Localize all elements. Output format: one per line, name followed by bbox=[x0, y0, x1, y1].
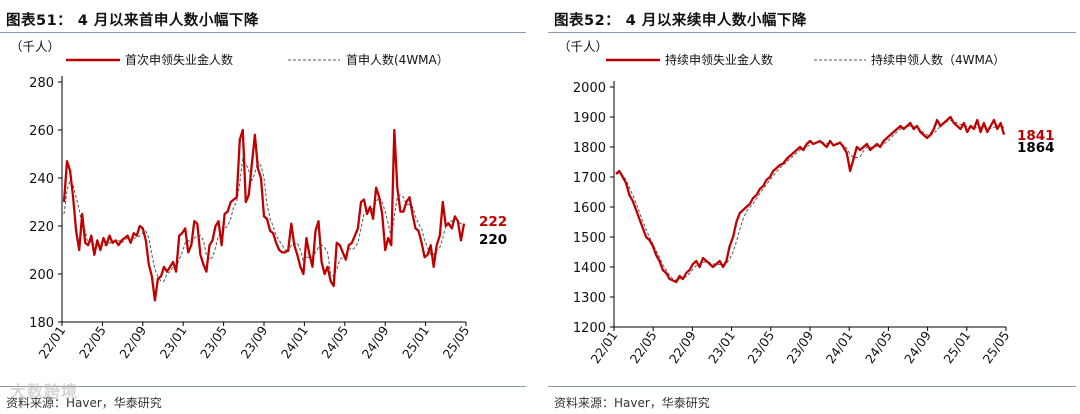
end-value-label: 1864 bbox=[1017, 140, 1055, 156]
series-line-dashed bbox=[63, 158, 465, 282]
y-tick-label: 1700 bbox=[573, 171, 606, 186]
chart-title: 图表51： 4 月以来首申人数小幅下降 bbox=[6, 13, 259, 29]
x-tick-label: 23/05 bbox=[744, 328, 777, 366]
legend-entry: 持续申领失业金人数 bbox=[665, 52, 773, 67]
y-tick-label: 1800 bbox=[573, 141, 606, 156]
figure-51-panel: 图表51： 4 月以来首申人数小幅下降 （千人） 首次申领失业金人数 首申人数(4W… bbox=[0, 0, 530, 414]
y-tick-label: 1300 bbox=[573, 291, 606, 306]
bottom-rule bbox=[548, 386, 1076, 387]
unit-label: （千人） bbox=[10, 39, 60, 54]
y-tick-label: 1500 bbox=[573, 231, 606, 246]
end-value-label: 220 bbox=[479, 232, 507, 248]
y-tick-label: 220 bbox=[29, 220, 54, 235]
series-line-dashed bbox=[615, 120, 1005, 281]
x-tick-label: 23/01 bbox=[705, 328, 738, 366]
x-tick-label: 25/05 bbox=[440, 323, 473, 361]
x-tick-label: 23/09 bbox=[784, 328, 817, 366]
x-tick-label: 22/05 bbox=[627, 328, 660, 366]
y-tick-label: 260 bbox=[29, 124, 54, 139]
watermark: 大数跨境 bbox=[10, 382, 79, 401]
y-tick-label: 1600 bbox=[573, 201, 606, 216]
x-tick-label: 25/05 bbox=[980, 328, 1013, 366]
x-tick-label: 24/09 bbox=[359, 323, 392, 361]
chart-title: 图表52： 4 月以来续申人数小幅下降 bbox=[554, 13, 807, 29]
x-tick-label: 24/09 bbox=[901, 328, 934, 366]
title-rule bbox=[548, 32, 1076, 33]
figure-51-chart: （千人） 首次申领失业金人数 首申人数(4WMA） 180 200 220 240 260 28… bbox=[10, 39, 507, 361]
series-line-solid bbox=[62, 128, 466, 302]
legend-entry: 首申人数(4WMA） bbox=[346, 52, 449, 67]
end-value-label: 222 bbox=[479, 214, 507, 230]
source-note: 资料来源：Haver，华泰研究 bbox=[6, 396, 162, 410]
y-tick-label: 240 bbox=[29, 172, 54, 187]
y-tick-label: 2000 bbox=[573, 81, 606, 96]
x-tick-label: 22/09 bbox=[666, 328, 699, 366]
y-tick-label: 180 bbox=[29, 316, 54, 331]
series-line-solid bbox=[615, 115, 1006, 284]
x-tick-label: 22/09 bbox=[116, 323, 149, 361]
y-tick-label: 200 bbox=[29, 268, 54, 283]
bottom-rule bbox=[0, 386, 526, 387]
y-tick-label: 1900 bbox=[573, 111, 606, 126]
y-tick-label: 1200 bbox=[573, 321, 606, 336]
x-tick-label: 23/09 bbox=[238, 323, 271, 361]
legend-entry: 持续申领人数（4WMA） bbox=[871, 52, 1005, 67]
x-tick-label: 25/01 bbox=[940, 328, 973, 366]
figure-52-panel: 图表52： 4 月以来续申人数小幅下降 （千人） 持续申领失业金人数 持续申领人数（… bbox=[548, 0, 1080, 414]
x-tick-label: 24/01 bbox=[823, 328, 856, 366]
unit-label: （千人） bbox=[558, 39, 608, 54]
x-tick-label: 22/05 bbox=[76, 323, 109, 361]
title-rule bbox=[0, 32, 526, 33]
x-tick-label: 24/05 bbox=[318, 323, 351, 361]
x-tick-label: 24/05 bbox=[862, 328, 895, 366]
figure-52-chart: （千人） 持续申领失业金人数 持续申领人数（4WMA） 1200 1300 1400 150… bbox=[558, 39, 1055, 366]
legend-entry: 首次申领失业金人数 bbox=[125, 52, 233, 67]
x-tick-label: 23/05 bbox=[197, 323, 230, 361]
end-value-label: 1841 bbox=[1017, 128, 1055, 144]
x-tick-label: 24/01 bbox=[278, 323, 311, 361]
x-tick-label: 25/01 bbox=[399, 323, 432, 361]
y-tick-label: 280 bbox=[29, 76, 54, 91]
y-tick-label: 1400 bbox=[573, 261, 606, 276]
source-note: 资料来源：Haver，华泰研究 bbox=[554, 396, 710, 410]
x-tick-label: 23/01 bbox=[157, 323, 190, 361]
